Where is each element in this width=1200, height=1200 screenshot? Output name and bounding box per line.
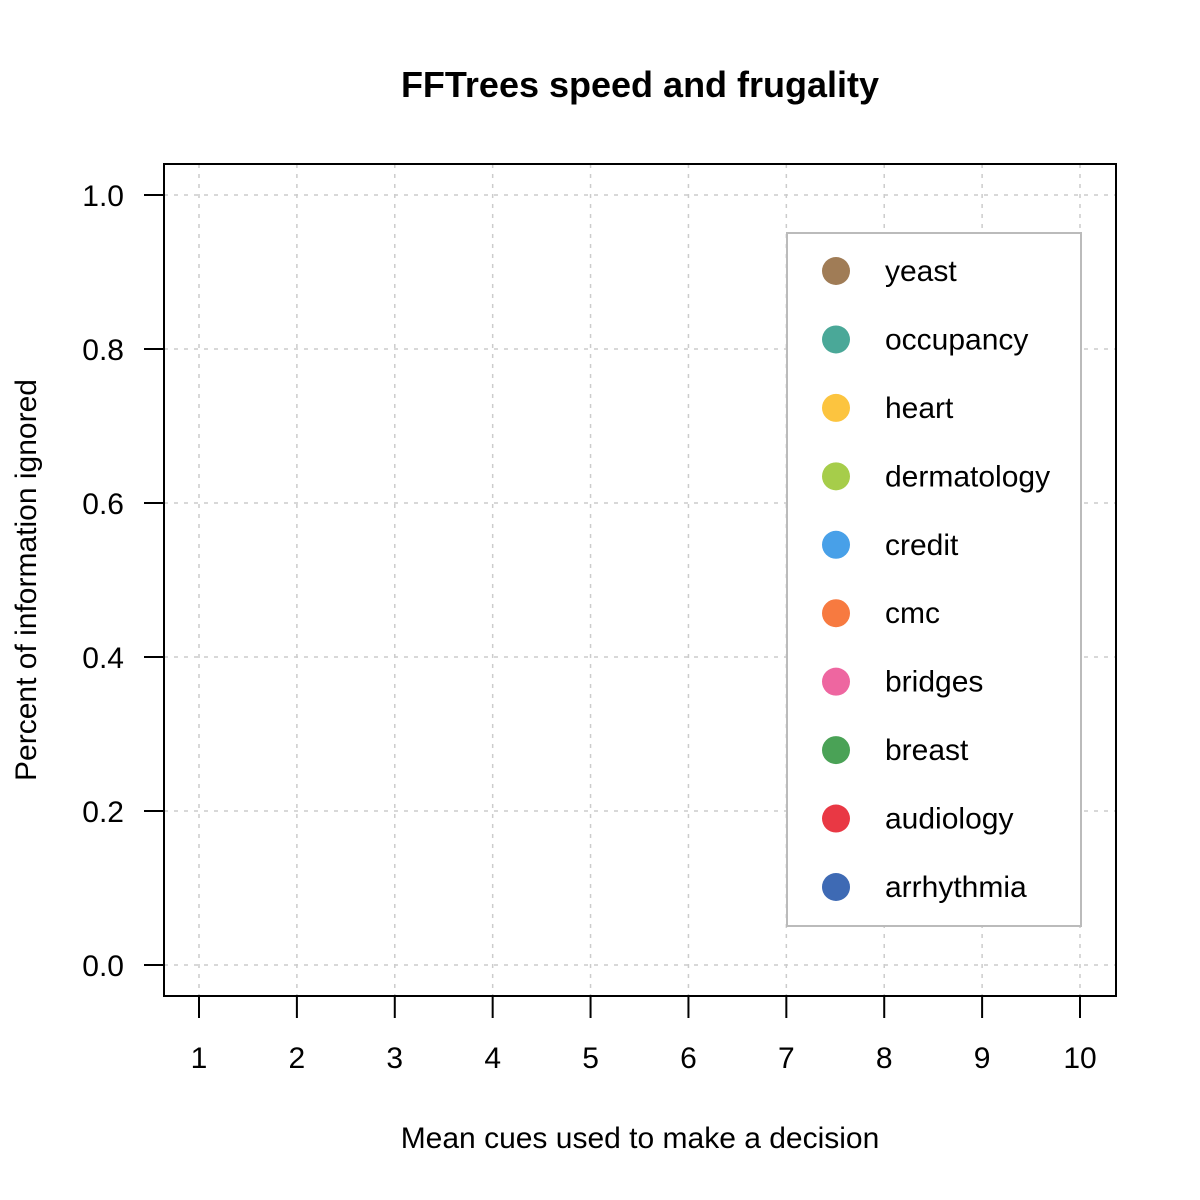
legend-label-bridges: bridges <box>885 666 983 699</box>
y-tick-label: 1.0 <box>82 180 124 213</box>
plot-frame <box>163 163 1117 997</box>
legend-marker-arrhythmia <box>822 873 850 901</box>
chart-title: FFTrees speed and frugality <box>401 64 879 105</box>
legend-label-breast: breast <box>885 734 969 767</box>
x-axis: 1 2 3 4 5 6 7 8 9 10 <box>191 996 1097 1075</box>
x-tick-label: 9 <box>974 1042 991 1075</box>
x-tick-label: 7 <box>778 1042 795 1075</box>
x-tick-label: 10 <box>1063 1042 1096 1075</box>
legend-marker-breast <box>822 736 850 765</box>
legend-label-arrhythmia: arrhythmia <box>885 871 1027 904</box>
legend-items: yeast occupancy heart dermatology credit cmc b… <box>822 255 1050 904</box>
legend-marker-dermatology <box>822 462 850 491</box>
y-tick-label: 0.8 <box>82 334 124 367</box>
legend-marker-bridges <box>822 667 850 696</box>
legend-marker-heart <box>822 393 850 422</box>
y-tick-label: 0.0 <box>82 950 124 983</box>
legend-marker-occupancy <box>822 325 850 354</box>
x-tick-label: 8 <box>876 1042 893 1075</box>
legend-marker-audiology <box>822 804 850 833</box>
x-tick-label: 4 <box>484 1042 501 1075</box>
legend-marker-credit <box>822 530 850 559</box>
legend-label-occupancy: occupancy <box>885 323 1028 356</box>
legend-label-credit: credit <box>885 529 959 562</box>
legend-label-audiology: audiology <box>885 803 1013 836</box>
x-axis-label: Mean cues used to make a decision <box>401 1122 880 1155</box>
legend-marker-yeast <box>822 257 850 285</box>
y-axis-label: Percent of information ignored <box>10 379 43 781</box>
x-tick-label: 3 <box>386 1042 403 1075</box>
legend-label-heart: heart <box>885 392 954 425</box>
y-tick-label: 0.4 <box>82 642 124 675</box>
legend: yeast occupancy heart dermatology credit cmc b… <box>786 232 1082 927</box>
y-tick-label: 0.2 <box>82 796 124 829</box>
legend-label-yeast: yeast <box>885 255 957 288</box>
legend-marker-cmc <box>822 599 850 628</box>
legend-label-cmc: cmc <box>885 597 940 630</box>
x-tick-label: 2 <box>289 1042 306 1075</box>
y-axis: 0.0 0.2 0.4 0.6 0.8 1.0 <box>82 180 164 983</box>
y-tick-label: 0.6 <box>82 488 124 521</box>
x-tick-label: 5 <box>582 1042 599 1075</box>
legend-label-dermatology: dermatology <box>885 460 1050 493</box>
x-tick-label: 6 <box>680 1042 697 1075</box>
x-tick-label: 1 <box>191 1042 208 1075</box>
